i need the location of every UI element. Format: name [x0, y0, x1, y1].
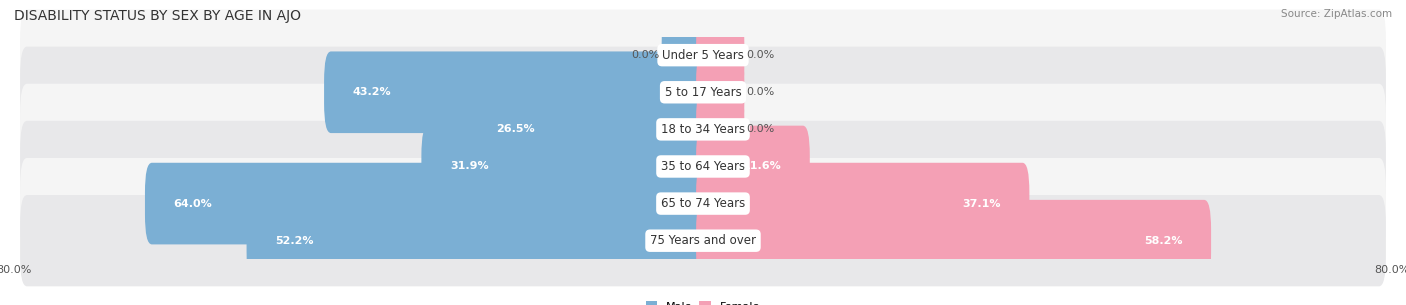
- FancyBboxPatch shape: [20, 47, 1386, 138]
- Text: 0.0%: 0.0%: [747, 50, 775, 60]
- Text: 0.0%: 0.0%: [631, 50, 659, 60]
- FancyBboxPatch shape: [20, 9, 1386, 101]
- FancyBboxPatch shape: [696, 126, 810, 207]
- Text: Source: ZipAtlas.com: Source: ZipAtlas.com: [1281, 9, 1392, 19]
- FancyBboxPatch shape: [662, 14, 710, 96]
- FancyBboxPatch shape: [246, 200, 710, 282]
- Text: 35 to 64 Years: 35 to 64 Years: [661, 160, 745, 173]
- FancyBboxPatch shape: [20, 84, 1386, 175]
- FancyBboxPatch shape: [20, 195, 1386, 286]
- Text: 11.6%: 11.6%: [742, 161, 782, 171]
- Text: 26.5%: 26.5%: [496, 124, 534, 135]
- Text: Under 5 Years: Under 5 Years: [662, 49, 744, 62]
- FancyBboxPatch shape: [323, 52, 710, 133]
- Legend: Male, Female: Male, Female: [641, 297, 765, 305]
- Text: 0.0%: 0.0%: [747, 124, 775, 135]
- FancyBboxPatch shape: [468, 88, 710, 170]
- Text: 37.1%: 37.1%: [963, 199, 1001, 209]
- Text: 64.0%: 64.0%: [173, 199, 212, 209]
- Text: 75 Years and over: 75 Years and over: [650, 234, 756, 247]
- Text: 58.2%: 58.2%: [1144, 236, 1182, 246]
- Text: 43.2%: 43.2%: [353, 87, 391, 97]
- FancyBboxPatch shape: [696, 88, 744, 170]
- FancyBboxPatch shape: [696, 14, 744, 96]
- Text: 0.0%: 0.0%: [747, 87, 775, 97]
- Text: 31.9%: 31.9%: [450, 161, 488, 171]
- FancyBboxPatch shape: [145, 163, 710, 244]
- FancyBboxPatch shape: [20, 158, 1386, 249]
- FancyBboxPatch shape: [696, 52, 744, 133]
- FancyBboxPatch shape: [696, 200, 1211, 282]
- FancyBboxPatch shape: [696, 163, 1029, 244]
- FancyBboxPatch shape: [422, 126, 710, 207]
- Text: DISABILITY STATUS BY SEX BY AGE IN AJO: DISABILITY STATUS BY SEX BY AGE IN AJO: [14, 9, 301, 23]
- Text: 18 to 34 Years: 18 to 34 Years: [661, 123, 745, 136]
- Text: 65 to 74 Years: 65 to 74 Years: [661, 197, 745, 210]
- Text: 5 to 17 Years: 5 to 17 Years: [665, 86, 741, 99]
- FancyBboxPatch shape: [20, 121, 1386, 212]
- Text: 52.2%: 52.2%: [276, 236, 314, 246]
